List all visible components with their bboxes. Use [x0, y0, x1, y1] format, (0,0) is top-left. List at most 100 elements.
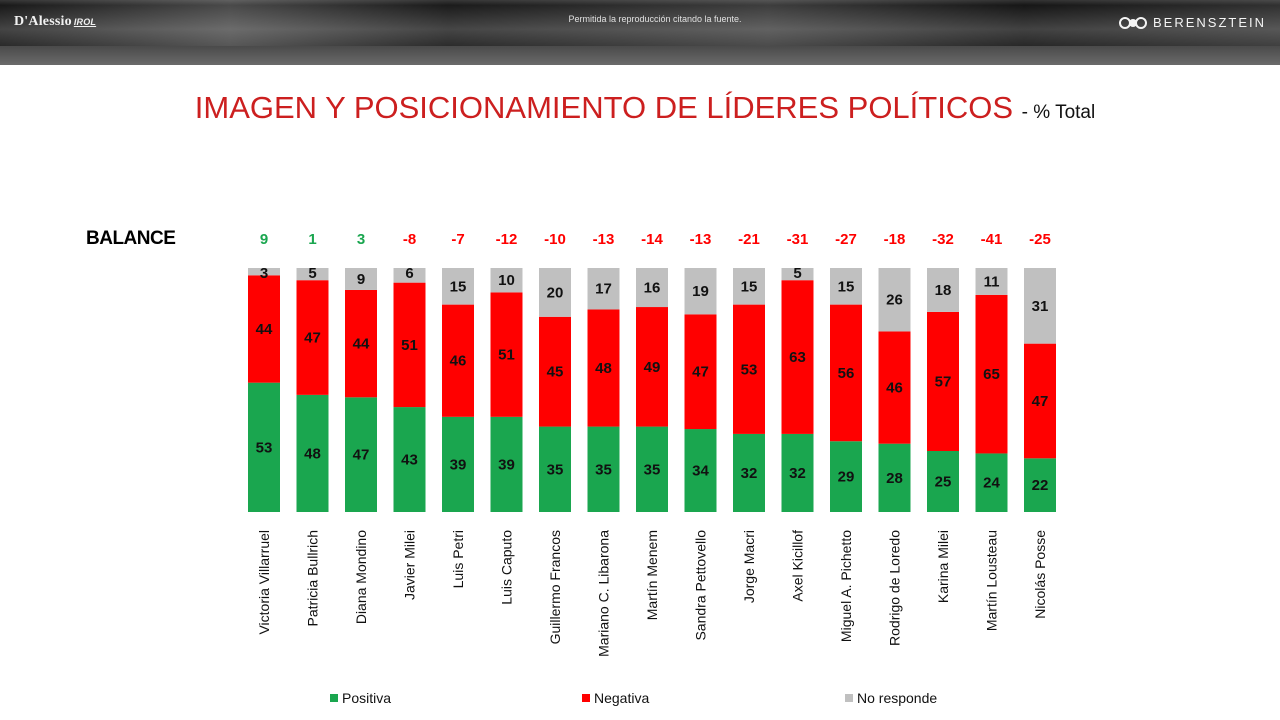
data-label-no-response: 9 [357, 271, 365, 288]
header-bar: D'Alessio IROL Permitida la reproducción … [0, 0, 1280, 65]
data-label-negative: 45 [547, 364, 564, 381]
category-label: Rodrigo de Loredo [887, 530, 903, 646]
data-label-no-response: 16 [644, 280, 661, 297]
balance-value: -25 [1029, 231, 1051, 248]
bar-segment-negative [539, 316, 571, 427]
category-label: Diana Mondino [353, 530, 369, 624]
data-label-negative: 49 [644, 359, 661, 376]
header-sheen [0, 0, 1280, 46]
balance-value: 1 [308, 231, 316, 248]
bar-segment-negative [296, 280, 329, 395]
bar-segment-positive [393, 407, 426, 512]
balance-value: -13 [593, 231, 615, 248]
balance-value: -10 [544, 231, 566, 248]
bar-segment-no-response [975, 268, 1008, 295]
bar-segment-positive [684, 429, 717, 512]
bar-segment-positive [733, 433, 765, 512]
data-label-negative: 46 [886, 380, 903, 397]
berensztein-logo-text: BERENSZTEIN [1152, 15, 1266, 30]
data-label-positive: 32 [789, 465, 806, 482]
data-label-no-response: 5 [308, 265, 316, 282]
data-label-negative: 47 [304, 330, 321, 347]
bar-segment-no-response [248, 268, 280, 276]
data-label-negative: 56 [838, 365, 855, 382]
bar-segment-no-response [296, 268, 329, 281]
bar-segment-negative [1024, 343, 1056, 459]
bar-segment-no-response [442, 268, 474, 305]
balance-value: -7 [451, 231, 464, 248]
data-label-negative: 57 [935, 373, 952, 390]
category-label: Miguel A. Pichetto [838, 530, 854, 642]
bar-segment-positive [587, 426, 620, 512]
bar-segment-positive [296, 394, 329, 512]
bar-segment-negative [248, 275, 280, 383]
data-label-no-response: 11 [984, 273, 1000, 290]
balance-value: -21 [738, 231, 760, 248]
data-label-positive: 32 [741, 465, 758, 482]
bar-segment-negative [684, 314, 717, 430]
bar-segment-positive [781, 433, 814, 512]
berensztein-logo: BERENSZTEIN [1118, 15, 1266, 30]
data-label-positive: 35 [644, 461, 661, 478]
dalessio-logo-sub: IROL [73, 17, 97, 27]
category-label: Javier Milei [402, 530, 418, 600]
category-label: Luis Petri [450, 530, 466, 588]
bar-segment-negative [927, 311, 959, 451]
category-label: Sandra Pettovello [693, 530, 709, 641]
category-label: Mariano C. Libarona [596, 530, 612, 657]
category-label: Luis Caputo [499, 530, 515, 605]
data-label-negative: 44 [353, 336, 370, 353]
data-label-no-response: 26 [886, 292, 903, 309]
data-label-positive: 24 [983, 475, 1000, 492]
data-label-negative: 47 [1032, 393, 1049, 410]
chart-title: IMAGEN Y POSICIONAMIENTO DE LÍDERES POLÍ… [0, 90, 1280, 126]
data-label-positive: 43 [401, 452, 418, 469]
bar-segment-positive [1024, 458, 1056, 512]
data-label-positive: 39 [498, 456, 515, 473]
legend-negative: Negativa [582, 690, 649, 706]
bar-segment-no-response [587, 268, 620, 310]
data-label-positive: 29 [838, 469, 855, 486]
data-label-no-response: 15 [741, 278, 758, 295]
balance-value: -27 [835, 231, 857, 248]
balance-value: -32 [932, 231, 954, 248]
balance-value: 3 [357, 231, 365, 248]
category-label: Nicolás Posse [1032, 530, 1048, 619]
data-label-no-response: 17 [595, 281, 612, 298]
bar-segment-no-response [927, 268, 959, 312]
data-label-positive: 39 [450, 456, 467, 473]
legend-positive-swatch [330, 694, 338, 702]
bar-segment-positive [927, 451, 959, 512]
data-label-negative: 48 [595, 360, 612, 377]
category-label: Guillermo Francos [547, 530, 563, 644]
bar-segment-positive [878, 443, 911, 512]
data-label-positive: 25 [935, 474, 952, 491]
balance-value: -12 [496, 231, 518, 248]
balance-value: -31 [787, 231, 809, 248]
bar-segment-negative [781, 280, 814, 434]
data-label-no-response: 18 [935, 282, 952, 299]
bar-segment-negative [587, 309, 620, 427]
legend-positive-label: Positiva [342, 690, 392, 706]
bar-segment-positive [248, 382, 280, 512]
bar-segment-positive [830, 441, 862, 512]
legend-negative-swatch [582, 694, 590, 702]
data-label-negative: 51 [401, 337, 418, 354]
category-label: Martín Lousteau [984, 530, 1000, 631]
bar-segment-negative [442, 304, 474, 417]
data-label-no-response: 15 [838, 278, 855, 295]
data-label-no-response: 20 [547, 284, 564, 301]
data-label-no-response: 19 [692, 283, 709, 300]
balance-value: -14 [641, 231, 663, 248]
data-label-negative: 51 [498, 347, 515, 364]
legend-no-response-label: No responde [857, 690, 938, 706]
bar-segment-no-response [733, 268, 765, 305]
bar-segment-no-response [490, 268, 523, 293]
data-label-positive: 47 [353, 447, 370, 464]
category-label: Axel Kicillof [790, 530, 806, 602]
bar-segment-negative [345, 289, 377, 398]
bar-segment-positive [975, 453, 1008, 512]
bar-segment-no-response [636, 268, 668, 308]
bar-segment-positive [490, 416, 523, 512]
